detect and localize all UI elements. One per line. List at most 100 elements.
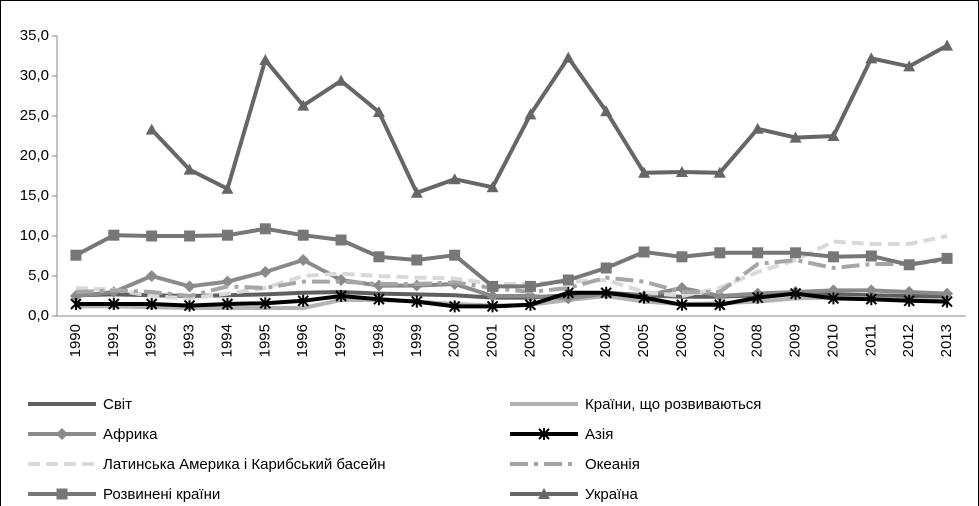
marker	[56, 488, 68, 500]
marker	[145, 123, 158, 135]
marker	[259, 223, 271, 235]
marker	[941, 39, 954, 51]
x-tick-label: 2002	[521, 324, 538, 357]
marker	[70, 249, 82, 261]
marker	[486, 300, 499, 313]
x-tick-label: 2010	[824, 324, 841, 357]
marker	[259, 297, 272, 310]
series-line	[75, 290, 948, 309]
marker	[903, 294, 915, 307]
marker	[56, 428, 68, 440]
marker	[411, 254, 423, 266]
marker	[487, 280, 499, 292]
marker	[297, 294, 309, 307]
x-tick-label: 2001	[484, 324, 501, 357]
marker	[790, 247, 802, 259]
series-line	[75, 257, 948, 299]
y-tick-label: 35,0	[20, 27, 49, 44]
marker	[675, 166, 688, 177]
legend-label: Світ	[103, 396, 132, 413]
legend-label: Україна	[585, 486, 639, 503]
marker	[486, 181, 499, 193]
marker	[562, 274, 574, 286]
y-tick-label: 20,0	[20, 147, 49, 164]
marker	[538, 488, 550, 499]
marker	[486, 290, 499, 302]
legend-label: Азія	[585, 426, 613, 443]
y-tick-label: 5,0	[28, 267, 49, 284]
x-tick-label: 1993	[181, 324, 198, 357]
marker	[713, 166, 726, 178]
marker	[372, 106, 385, 117]
marker	[410, 186, 423, 198]
marker	[108, 229, 120, 241]
marker	[183, 280, 196, 293]
x-tick-label: 2006	[673, 324, 690, 357]
marker	[752, 247, 764, 259]
marker	[827, 284, 840, 297]
legend-label: Африка	[103, 426, 158, 443]
marker	[789, 287, 802, 300]
marker	[448, 300, 461, 313]
y-tick-label: 30,0	[20, 67, 49, 84]
series-line	[75, 234, 948, 301]
marker	[297, 99, 310, 111]
marker	[448, 173, 461, 185]
series-line	[75, 226, 948, 289]
x-tick-label: 2007	[711, 324, 728, 357]
marker	[145, 270, 158, 282]
marker	[827, 292, 840, 305]
x-tick-label: 1998	[370, 324, 387, 357]
marker	[221, 182, 234, 194]
x-tick-label: 2013	[938, 324, 955, 357]
marker	[941, 295, 953, 308]
marker	[941, 252, 953, 264]
marker	[600, 286, 612, 299]
marker	[865, 293, 878, 306]
x-tick-label: 2011	[862, 324, 879, 356]
x-tick-label: 2000	[446, 324, 463, 357]
legend-label: Країни, що розвиваються	[585, 396, 761, 413]
marker	[221, 229, 233, 241]
x-tick-label: 2005	[635, 324, 652, 357]
marker	[449, 249, 461, 261]
marker	[865, 52, 878, 64]
legend-label: Розвинені країни	[103, 486, 220, 503]
x-tick-label: 1994	[218, 324, 235, 357]
marker	[827, 130, 840, 141]
y-tick-label: 25,0	[20, 107, 49, 124]
marker	[600, 262, 612, 274]
marker	[941, 287, 954, 300]
legend-label: Латинська Америка і Карибський басейн	[103, 456, 386, 473]
marker	[562, 51, 575, 63]
marker	[903, 60, 916, 72]
marker	[751, 291, 764, 304]
marker	[827, 251, 839, 263]
series-line	[75, 257, 948, 301]
marker	[903, 259, 915, 271]
y-tick-label: 15,0	[20, 187, 49, 204]
legend-label: Океанія	[585, 456, 640, 473]
marker	[538, 428, 550, 440]
marker	[676, 298, 688, 311]
marker	[335, 234, 347, 246]
marker	[373, 293, 385, 306]
marker	[183, 163, 196, 175]
x-tick-label: 2004	[597, 324, 614, 357]
marker	[145, 298, 158, 310]
marker	[714, 247, 726, 259]
marker	[638, 166, 651, 178]
x-tick-label: 1997	[332, 324, 349, 357]
marker	[638, 246, 650, 258]
marker	[524, 108, 537, 120]
marker	[221, 298, 234, 310]
marker	[751, 122, 764, 134]
y-tick-label: 0,0	[28, 307, 49, 324]
marker	[714, 298, 726, 311]
marker	[865, 284, 878, 297]
x-tick-label: 1999	[408, 324, 425, 357]
marker	[108, 298, 120, 310]
marker	[297, 254, 310, 266]
x-tick-label: 1992	[143, 324, 160, 357]
